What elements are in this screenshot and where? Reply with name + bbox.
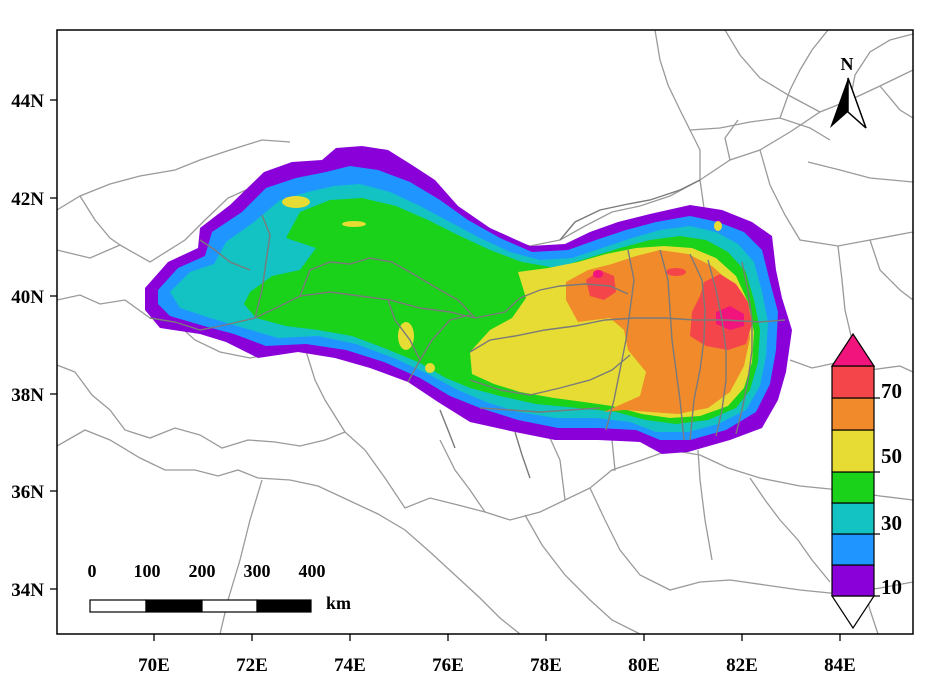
map-area	[57, 30, 913, 634]
scale-bar-label: 100	[134, 561, 161, 581]
x-axis-labels: 70E 72E 74E 76E 78E 80E 82E 84E	[138, 655, 856, 676]
colorbar-ticks	[874, 397, 880, 597]
x-tick-label: 78E	[530, 655, 562, 676]
y-tick-label: 44N	[11, 91, 44, 112]
y-tick-label: 42N	[11, 189, 44, 210]
scale-bar-unit: km	[326, 593, 351, 613]
y-tick-label: 36N	[11, 482, 44, 503]
scale-bar-label: 300	[244, 561, 271, 581]
contour-patch-1	[282, 196, 310, 208]
north-arrow: N	[830, 54, 867, 129]
x-axis-ticks	[153, 634, 841, 641]
colorbar-segment	[831, 471, 875, 504]
colorbar-labels: 70 50 30 10	[881, 379, 902, 599]
map-frame-border	[56, 29, 914, 635]
scale-bar-label: 200	[189, 561, 216, 581]
y-tick-label: 38N	[11, 385, 44, 406]
contour-patch-4	[425, 363, 435, 373]
y-axis-ticks	[50, 99, 57, 590]
colorbar-label: 10	[881, 575, 902, 599]
colorbar-label: 70	[881, 379, 902, 403]
contour-patch-5	[714, 221, 722, 231]
overlay-borders	[149, 179, 786, 479]
x-tick-label: 76E	[432, 655, 464, 676]
y-tick-label: 40N	[11, 287, 44, 308]
colorbar-upper-triangle	[830, 332, 876, 367]
contour-patch-2	[342, 221, 366, 227]
scale-bar-segment	[89, 599, 147, 613]
north-arrow-label: N	[841, 54, 854, 74]
colorbar-segment	[831, 502, 875, 535]
country-borders	[57, 30, 913, 634]
colorbar-segment	[831, 564, 875, 597]
scale-bar-segment	[145, 599, 203, 613]
scale-bar-label: 400	[299, 561, 326, 581]
x-tick-label: 70E	[138, 655, 170, 676]
contour-patch-6	[666, 268, 686, 276]
x-tick-label: 84E	[824, 655, 856, 676]
contour-fill	[145, 146, 792, 454]
colorbar	[830, 332, 876, 630]
x-tick-label: 72E	[236, 655, 268, 676]
north-arrow-icon-outline	[847, 77, 867, 129]
colorbar-label: 30	[881, 511, 902, 535]
scale-bar-segment	[201, 599, 258, 613]
colorbar-segment	[831, 365, 875, 399]
colorbar-segment	[831, 533, 875, 566]
x-tick-label: 80E	[628, 655, 660, 676]
y-tick-label: 34N	[11, 580, 44, 601]
x-tick-label: 74E	[334, 655, 366, 676]
x-tick-label: 82E	[726, 655, 758, 676]
colorbar-segment	[831, 397, 875, 431]
scale-bar: 0 100 200 300 400 km	[88, 561, 352, 613]
colorbar-segment	[831, 429, 875, 473]
y-axis-labels: 44N 42N 40N 38N 36N 34N	[11, 91, 44, 601]
scale-bar-label: 0	[88, 561, 97, 581]
scale-bar-segment	[256, 599, 312, 613]
colorbar-label: 50	[881, 444, 902, 468]
contour-peak-west	[593, 270, 603, 278]
north-arrow-icon	[830, 78, 848, 128]
